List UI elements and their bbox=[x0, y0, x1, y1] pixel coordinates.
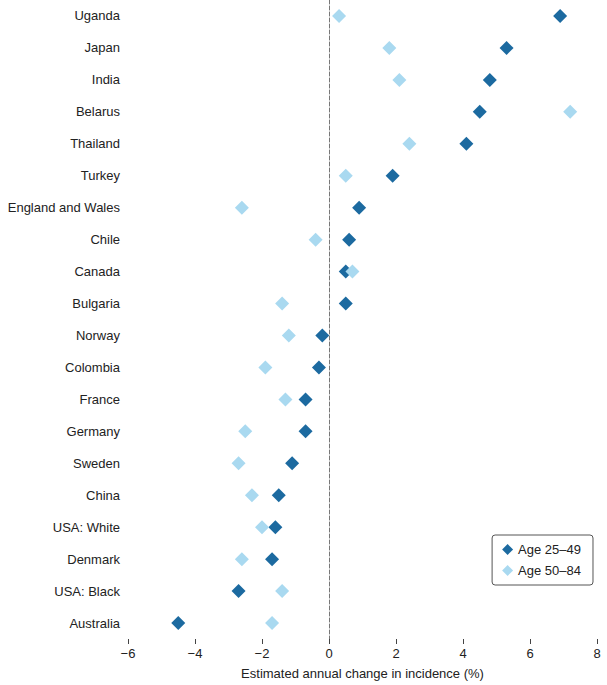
svg-text:−2: −2 bbox=[255, 646, 270, 661]
svg-text:Uganda: Uganda bbox=[74, 8, 120, 23]
svg-text:Canada: Canada bbox=[74, 264, 120, 279]
svg-text:6: 6 bbox=[526, 646, 533, 661]
svg-text:Belarus: Belarus bbox=[76, 104, 121, 119]
svg-text:England and Wales: England and Wales bbox=[8, 200, 121, 215]
svg-text:Denmark: Denmark bbox=[67, 552, 120, 567]
svg-text:−4: −4 bbox=[188, 646, 203, 661]
svg-text:USA: Black: USA: Black bbox=[54, 584, 120, 599]
svg-text:Japan: Japan bbox=[85, 40, 120, 55]
svg-text:Australia: Australia bbox=[69, 616, 120, 631]
svg-text:Age 25–49: Age 25–49 bbox=[518, 542, 581, 557]
svg-text:Germany: Germany bbox=[67, 424, 121, 439]
svg-text:Estimated annual change in inc: Estimated annual change in incidence (%) bbox=[241, 666, 484, 681]
svg-text:2: 2 bbox=[392, 646, 399, 661]
svg-text:China: China bbox=[86, 488, 121, 503]
svg-text:8: 8 bbox=[593, 646, 600, 661]
svg-text:−6: −6 bbox=[121, 646, 136, 661]
svg-text:Norway: Norway bbox=[76, 328, 121, 343]
svg-text:Chile: Chile bbox=[90, 232, 120, 247]
svg-text:4: 4 bbox=[459, 646, 466, 661]
svg-text:France: France bbox=[80, 392, 120, 407]
svg-text:Turkey: Turkey bbox=[81, 168, 121, 183]
svg-text:Thailand: Thailand bbox=[70, 136, 120, 151]
svg-text:Age 50–84: Age 50–84 bbox=[518, 563, 581, 578]
svg-text:Bulgaria: Bulgaria bbox=[72, 296, 120, 311]
svg-text:USA: White: USA: White bbox=[53, 520, 120, 535]
svg-text:0: 0 bbox=[325, 646, 332, 661]
svg-text:India: India bbox=[92, 72, 121, 87]
svg-text:Sweden: Sweden bbox=[73, 456, 120, 471]
svg-text:Colombia: Colombia bbox=[65, 360, 121, 375]
